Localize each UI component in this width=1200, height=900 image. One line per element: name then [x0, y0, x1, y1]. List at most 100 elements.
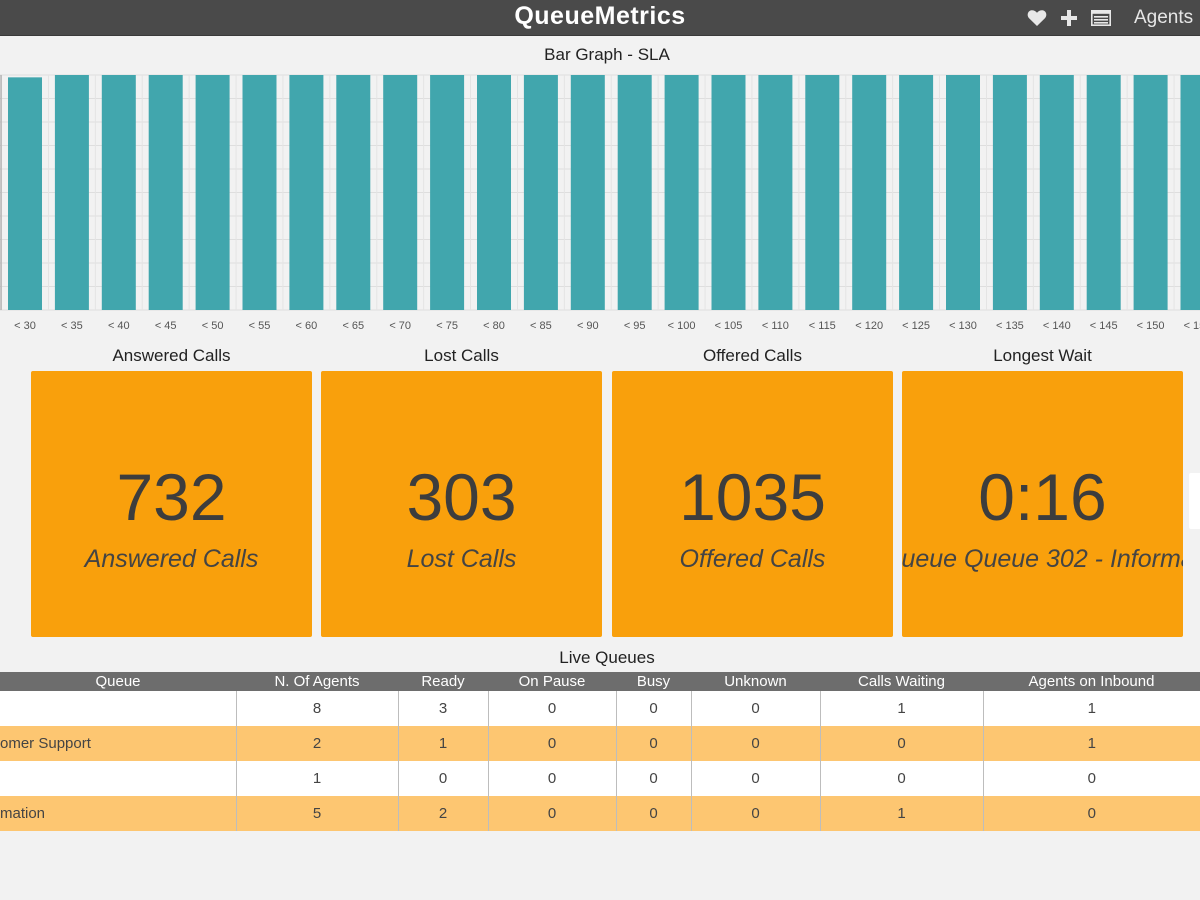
column-header-unknown[interactable]: Unknown — [691, 672, 820, 691]
inbound-cell: 1 — [982, 726, 1200, 761]
column-header-queue[interactable]: Queue — [0, 672, 236, 691]
waiting-cell: 0 — [819, 761, 983, 796]
agents-cell: 8 — [235, 691, 398, 726]
busy-cell: 0 — [615, 691, 691, 726]
sla-bar[interactable] — [430, 75, 465, 310]
column-header-agents[interactable]: N. Of Agents — [236, 672, 398, 691]
agents-cell: 2 — [235, 726, 398, 761]
sla-tick-label: < 130 — [949, 320, 977, 332]
sla-tick-label: < 110 — [762, 320, 789, 332]
sla-bar[interactable] — [1133, 75, 1168, 310]
kpi-caption-offered: Offered Calls — [679, 545, 826, 573]
unknown-cell: 0 — [690, 726, 820, 761]
pause-cell: 0 — [487, 796, 616, 831]
sla-bar[interactable] — [54, 75, 89, 310]
sla-bar[interactable] — [758, 75, 793, 310]
sla-bar[interactable] — [946, 75, 980, 310]
sla-bar[interactable] — [101, 75, 136, 310]
live-queues-table: Queue N. Of Agents Ready On Pause Busy U… — [0, 672, 1200, 831]
sla-bar[interactable] — [617, 75, 652, 310]
sla-tick-label: < 50 — [202, 320, 224, 332]
kpi-label-lost: Lost Calls — [424, 346, 499, 365]
app-logo[interactable]: QueueMetrics — [514, 2, 686, 30]
column-header-calls-waiting[interactable]: Calls Waiting — [820, 672, 983, 691]
table-row[interactable]: 8 3 0 0 0 1 1 — [0, 691, 1200, 726]
agents-menu[interactable]: Agents — [1134, 6, 1194, 28]
sla-tick-label: < 140 — [1043, 320, 1071, 332]
list-window-icon[interactable] — [1090, 7, 1112, 29]
sla-bar[interactable] — [570, 75, 605, 310]
pause-cell: 0 — [487, 691, 616, 726]
sla-bar[interactable] — [336, 75, 371, 310]
table-header-row: Queue N. Of Agents Ready On Pause Busy U… — [0, 672, 1200, 691]
sla-tick-label: < 70 — [389, 320, 411, 332]
sla-bar[interactable] — [805, 75, 840, 310]
unknown-cell: 0 — [690, 761, 820, 796]
sla-bar[interactable] — [899, 75, 934, 310]
column-header-on-pause[interactable]: On Pause — [488, 672, 616, 691]
column-header-ready[interactable]: Ready — [398, 672, 488, 691]
queue-name-cell — [0, 761, 236, 796]
pause-cell: 0 — [487, 761, 616, 796]
sla-tick-label: < 100 — [668, 320, 696, 332]
sla-bar[interactable] — [852, 75, 887, 310]
queue-name-cell: mation — [0, 796, 236, 831]
sla-bar[interactable] — [8, 77, 42, 310]
sla-bar[interactable] — [242, 75, 277, 310]
ready-cell: 0 — [397, 761, 488, 796]
kpi-label-offered: Offered Calls — [703, 346, 802, 365]
sla-tick-label: < 135 — [996, 320, 1024, 332]
table-row[interactable]: omer Support 2 1 0 0 0 0 1 — [0, 726, 1200, 761]
kpi-value-longest-wait: 0:16 — [978, 460, 1107, 534]
ready-cell: 2 — [397, 796, 488, 831]
unknown-cell: 0 — [690, 691, 820, 726]
kpi-card-lost[interactable]: 303 Lost Calls — [321, 371, 602, 637]
busy-cell: 0 — [615, 796, 691, 831]
plus-icon[interactable] — [1058, 7, 1080, 29]
sla-bar[interactable] — [711, 75, 746, 310]
kpi-card-longest-wait[interactable]: 0:16 Queue Queue 302 - Information — [902, 371, 1183, 637]
kpi-label-longest-wait: Longest Wait — [993, 346, 1092, 365]
unknown-cell: 0 — [690, 796, 820, 831]
waiting-cell: 1 — [819, 691, 983, 726]
column-header-busy[interactable]: Busy — [616, 672, 691, 691]
live-queues-title: Live Queues — [559, 648, 655, 667]
sla-bar[interactable] — [148, 75, 183, 310]
table-row[interactable]: 1 0 0 0 0 0 0 — [0, 761, 1200, 796]
sla-tick-label: < 30 — [14, 320, 36, 332]
queue-name-cell: omer Support — [0, 726, 236, 761]
sla-bar[interactable] — [383, 75, 418, 310]
kpi-caption-answered: Answered Calls — [84, 545, 259, 573]
sla-bar[interactable] — [1039, 75, 1074, 310]
table-row[interactable]: mation 5 2 0 0 0 1 0 — [0, 796, 1200, 831]
sla-bar[interactable] — [992, 75, 1027, 310]
sla-bar[interactable] — [523, 75, 558, 310]
column-header-agents-inbound[interactable]: Agents on Inbound — [983, 672, 1200, 691]
top-bar: QueueMetrics Agents — [0, 0, 1200, 36]
heart-icon[interactable] — [1026, 7, 1048, 29]
sla-tick-label: < 40 — [108, 320, 130, 332]
sla-bar[interactable] — [1180, 75, 1200, 310]
sla-tick-label: < 105 — [715, 320, 743, 332]
agents-cell: 1 — [235, 761, 398, 796]
top-actions: Agents — [1026, 0, 1200, 35]
sla-tick-label: < 55 — [249, 320, 271, 332]
sla-tick-label: < 155 — [1184, 320, 1200, 332]
kpi-value-offered: 1035 — [679, 460, 826, 534]
kpi-card-answered[interactable]: 732 Answered Calls — [31, 371, 312, 637]
inbound-cell: 0 — [982, 761, 1200, 796]
kpi-value-lost: 303 — [406, 460, 517, 534]
sla-bar[interactable] — [477, 75, 511, 310]
inbound-cell: 0 — [982, 796, 1200, 831]
sla-tick-label: < 120 — [855, 320, 883, 332]
sla-bar[interactable] — [664, 75, 699, 310]
sla-bar[interactable] — [289, 75, 324, 310]
agents-cell: 5 — [235, 796, 398, 831]
kpi-card-offered[interactable]: 1035 Offered Calls — [612, 371, 893, 637]
sla-bar[interactable] — [195, 75, 230, 310]
sla-tick-label: < 45 — [155, 320, 177, 332]
sla-bar[interactable] — [1086, 75, 1121, 310]
pause-cell: 0 — [487, 726, 616, 761]
sla-tick-label: < 35 — [61, 320, 83, 332]
kpi-value-answered: 732 — [116, 460, 227, 534]
